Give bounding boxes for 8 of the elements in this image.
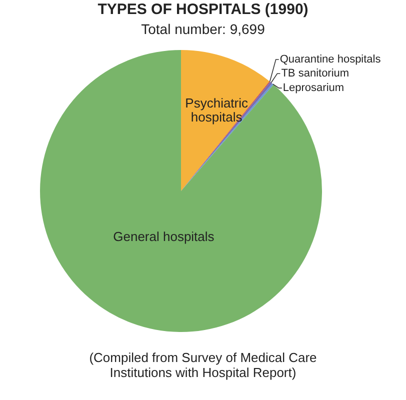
slice-label: Quarantine hospitals (280, 54, 382, 66)
slice-label: Psychiatric hospitals (185, 96, 249, 125)
chart-subtitle: Total number: 9,699 (140, 20, 266, 38)
text: (Compiled from Survey of Medical Care Institutions with Hospital Report) (88, 350, 318, 380)
slice-label: Leprosarium (282, 82, 344, 94)
slice-label: TB sanitorium (281, 68, 350, 80)
slice-label: General hospitals (113, 228, 215, 244)
chart-title: TYPES OF HOSPITALS (1990) (96, 0, 310, 20)
